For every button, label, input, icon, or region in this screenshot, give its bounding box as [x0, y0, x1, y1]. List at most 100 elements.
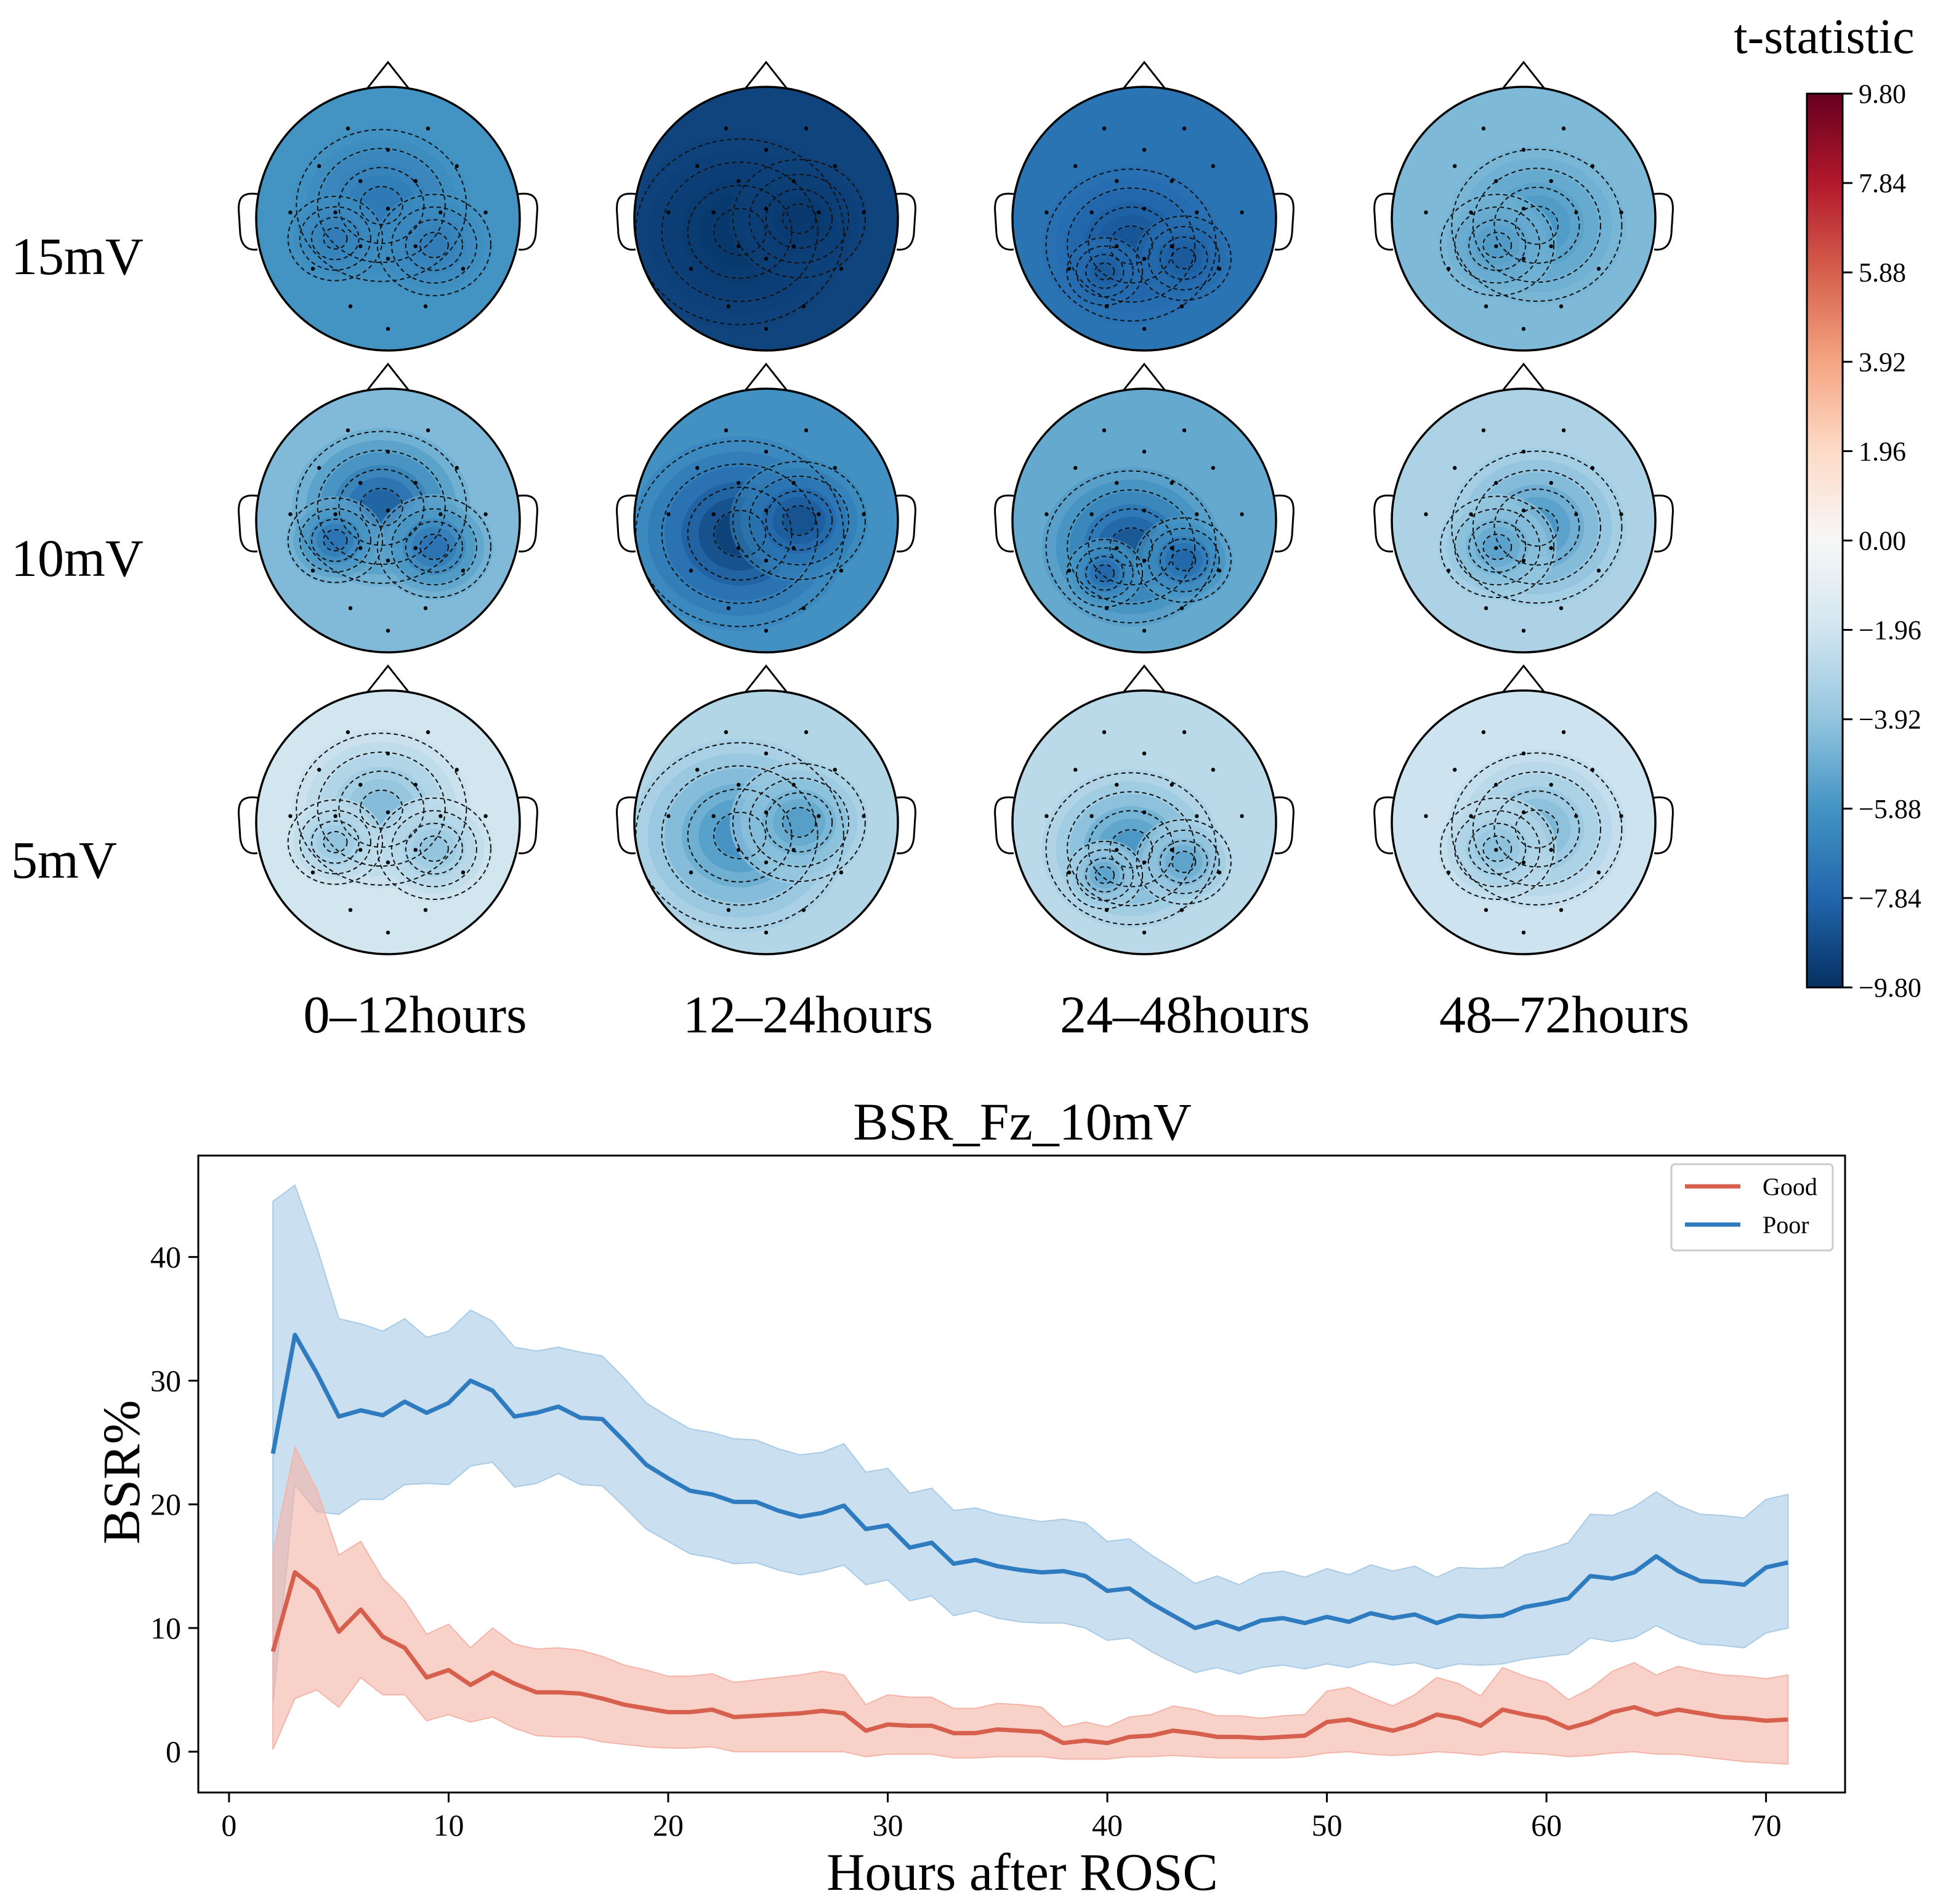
contour-line: [338, 468, 425, 546]
sensor-dot: [1549, 179, 1553, 184]
contour-line: [317, 751, 446, 867]
contour-line: [405, 219, 463, 271]
sensor-dot: [764, 147, 769, 152]
colorbar-title: t-statistic: [1734, 10, 1914, 64]
head-outline: [633, 86, 899, 352]
sensor-dot: [839, 267, 844, 271]
topomap-1-3: [1373, 362, 1674, 654]
colorbar-tick-label: 7.84: [1859, 168, 1906, 198]
legend: Good Poor: [1670, 1163, 1834, 1252]
y-tick-label: 20: [150, 1487, 181, 1521]
contour-line: [1159, 236, 1208, 280]
sensor-dot: [804, 730, 809, 734]
iso-region: [783, 808, 815, 837]
contour-line: [1085, 254, 1125, 289]
colorbar-tick-label: 3.92: [1859, 347, 1906, 377]
sensor-dot: [333, 814, 337, 819]
contour-line: [635, 440, 844, 628]
colorbar-tick-label: 9.80: [1859, 79, 1906, 109]
contour-line: [1454, 508, 1541, 586]
sensor-dot: [423, 304, 428, 309]
contour-line: [782, 807, 817, 838]
sensor-dot: [791, 848, 796, 852]
sensor-dot: [1619, 814, 1623, 819]
sensor-dot: [1424, 814, 1428, 819]
sensor-dot: [1073, 164, 1078, 168]
contour-line: [1067, 187, 1196, 303]
sensor-dot: [1521, 628, 1526, 633]
sensor-dot: [1446, 870, 1451, 875]
sensor-dot: [1211, 768, 1216, 772]
y-tick-label: 30: [150, 1363, 181, 1398]
head-outline: [1011, 387, 1277, 654]
sensor-dot: [423, 908, 428, 912]
contour-line: [661, 161, 818, 302]
contour-line: [1159, 538, 1208, 582]
left-ear-outline: [616, 796, 636, 854]
sensor-dot: [1195, 210, 1199, 215]
sensor-dot: [1169, 244, 1174, 248]
y-tick-label: 10: [150, 1611, 181, 1645]
contour-line: [1147, 225, 1220, 291]
sensor-dot: [666, 814, 671, 819]
contour-line: [376, 797, 491, 900]
contour-line: [1075, 547, 1134, 599]
contour-line: [1147, 829, 1220, 894]
sensor-dot: [310, 569, 315, 573]
sensor-dot: [689, 267, 693, 271]
sensor-dot: [1521, 206, 1526, 211]
sensor-dot: [386, 751, 390, 756]
confidence-band-good: [272, 1445, 1789, 1765]
sensor-dot: [426, 428, 430, 432]
contour-line: [1468, 219, 1527, 271]
iso-region: [421, 837, 448, 861]
sensor-dot: [764, 206, 769, 211]
topomap-2-1: [616, 664, 916, 955]
sensor-dot: [764, 628, 769, 633]
topomap-0-1: [616, 60, 916, 352]
sensor-dot: [1549, 782, 1553, 787]
contour-line: [732, 763, 866, 882]
contour-line: [713, 811, 767, 860]
topomap-2-3: [1373, 664, 1674, 955]
sensor-dot: [288, 512, 293, 517]
sensor-dot: [1240, 512, 1244, 517]
column-labels: 0–12hours 12–24hours 24–48hours 48–72hou…: [303, 985, 1689, 1044]
contour-line: [1514, 205, 1559, 245]
sensor-dot: [1521, 326, 1526, 331]
sensor-dot: [1574, 814, 1578, 819]
contour-line: [1451, 148, 1623, 302]
sensor-dot: [1521, 751, 1526, 756]
sensor-dot: [1142, 449, 1147, 454]
contour-line: [1482, 533, 1513, 561]
contour-line: [1440, 495, 1555, 598]
sensor-dot: [737, 480, 741, 485]
sensor-dot: [1484, 908, 1488, 912]
sensor-dot: [804, 126, 809, 131]
contour-line: [1088, 508, 1174, 586]
sensor-dot: [1142, 860, 1147, 865]
sensor-dot: [801, 304, 806, 309]
sensor-dot: [1521, 449, 1526, 454]
nose-outline: [744, 664, 788, 693]
sensor-dot: [1044, 512, 1049, 517]
sensor-dot: [1142, 256, 1147, 261]
sensor-dot: [333, 210, 337, 215]
sensor-dot: [726, 304, 731, 309]
sensor-dot: [413, 179, 418, 184]
topomap-1-2: [994, 362, 1295, 654]
contour-line: [390, 206, 477, 284]
sensor-dot: [423, 606, 428, 610]
sensor-dot: [386, 860, 390, 865]
contour-line: [1159, 840, 1208, 884]
contour-line: [1045, 772, 1217, 926]
colorbar-tick-label: 0.00: [1859, 526, 1906, 556]
contour-line: [311, 820, 360, 864]
sensor-dot: [1182, 126, 1187, 131]
sensor-dot: [454, 466, 459, 470]
sensor-dot: [461, 870, 466, 875]
topomap-0-3: [1373, 60, 1674, 352]
contour-line: [782, 505, 817, 536]
sensor-dot: [724, 730, 729, 734]
sensor-dot: [764, 256, 769, 261]
